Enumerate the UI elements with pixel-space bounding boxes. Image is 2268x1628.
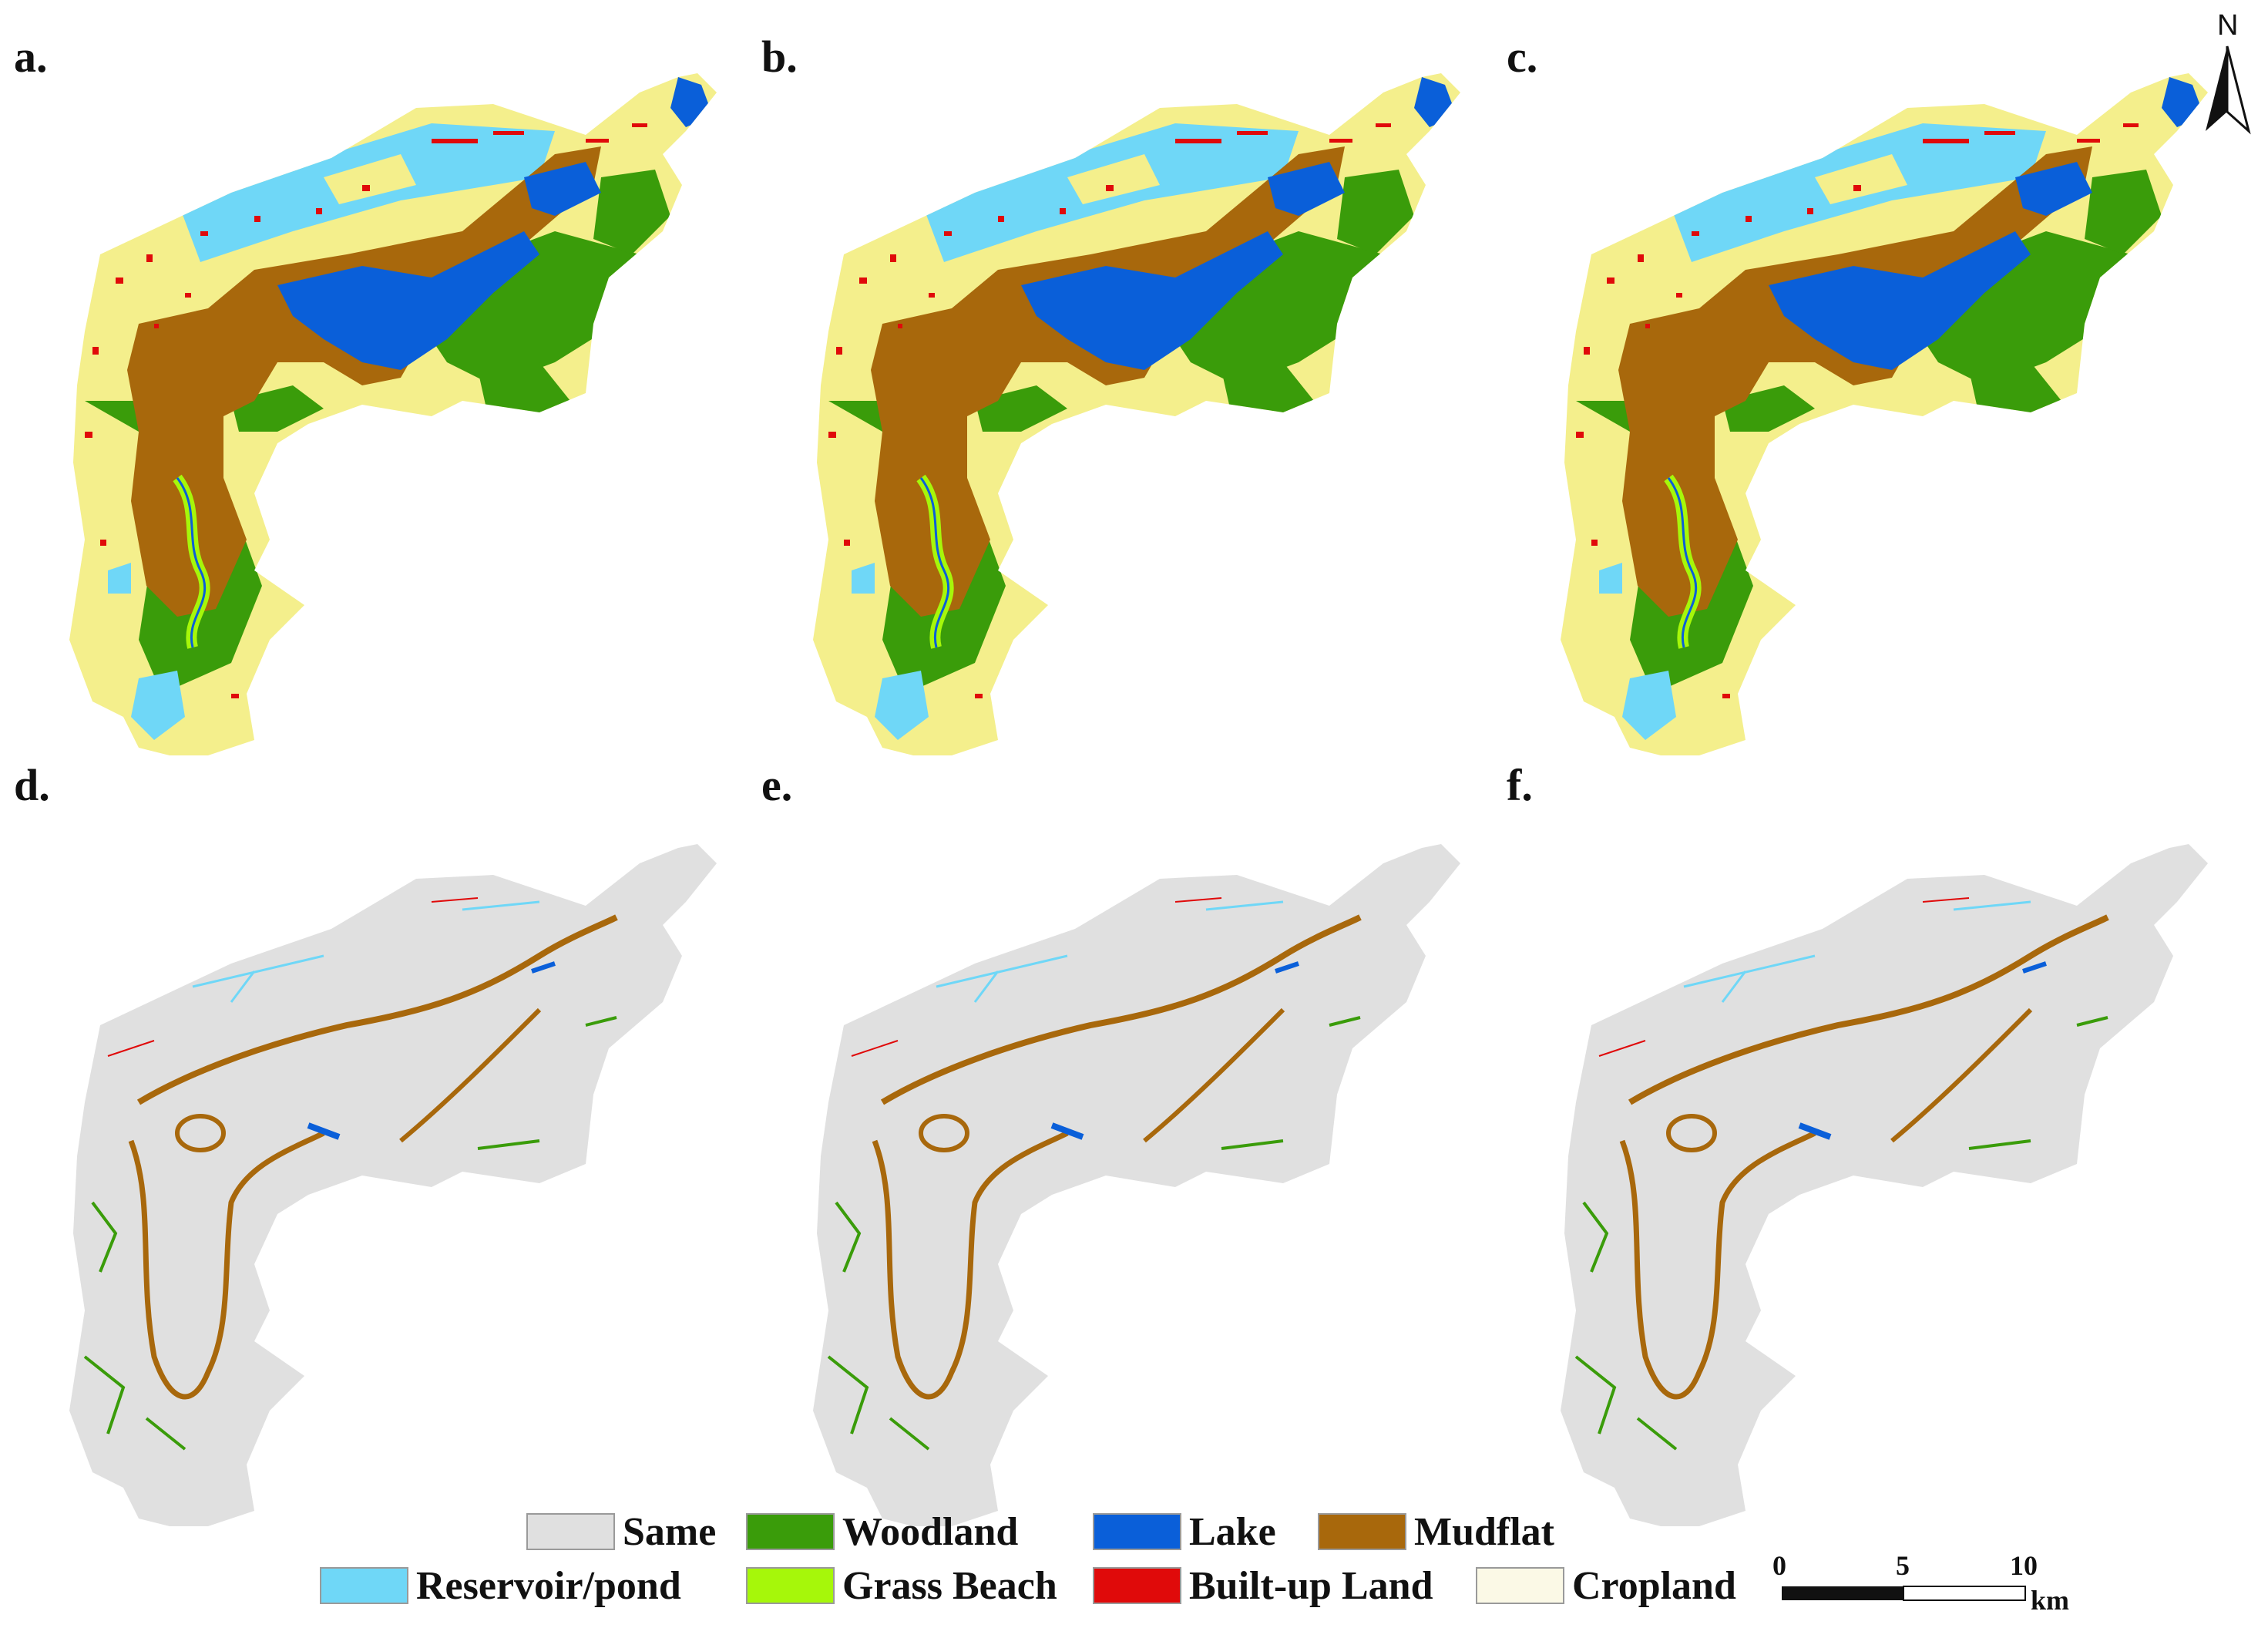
scale-tick-5: 5 [1896,1550,1910,1581]
legend-swatch-reservoir [320,1567,408,1604]
map-c [1561,73,2208,755]
scale-unit: km [2031,1585,2070,1616]
legend-label-mudflat: Mudflat [1414,1510,1554,1554]
legend-label-reservoir: Reservoir/pond [416,1564,681,1608]
legend-label-same: Same [623,1510,717,1554]
panel-label-c: c. [1507,32,1538,82]
map-b [813,73,1460,755]
legend-swatch-woodland [746,1513,835,1550]
map-a [69,73,717,755]
scale-bar [1782,1586,2026,1601]
legend-swatch-grass-beach [746,1567,835,1604]
legend-swatch-mudflat [1318,1513,1406,1550]
legend-label-cropland: Cropland [1572,1564,1736,1608]
legend-label-lake: Lake [1189,1510,1276,1554]
panel-label-f: f. [1507,760,1533,810]
scale-tick-10: 10 [2010,1550,2038,1581]
legend-swatch-cropland [1476,1567,1564,1604]
north-label: N [2217,9,2239,42]
legend-swatch-lake [1093,1513,1181,1550]
change-map-e [813,844,1460,1526]
change-map-d [69,844,717,1526]
panel-label-a: a. [14,32,48,82]
legend-swatch-same [526,1513,615,1550]
panel-label-e: e. [761,760,793,810]
legend-label-built-up: Built-up Land [1189,1564,1433,1608]
north-arrow-icon [2206,45,2251,135]
scale-tick-0: 0 [1772,1550,1786,1581]
legend-swatch-built-up [1093,1567,1181,1604]
panel-label-d: d. [14,760,50,810]
legend-label-grass-beach: Grass Beach [842,1564,1057,1608]
change-map-f [1561,844,2208,1526]
panel-label-b: b. [761,32,798,82]
legend-label-woodland: Woodland [842,1510,1019,1554]
